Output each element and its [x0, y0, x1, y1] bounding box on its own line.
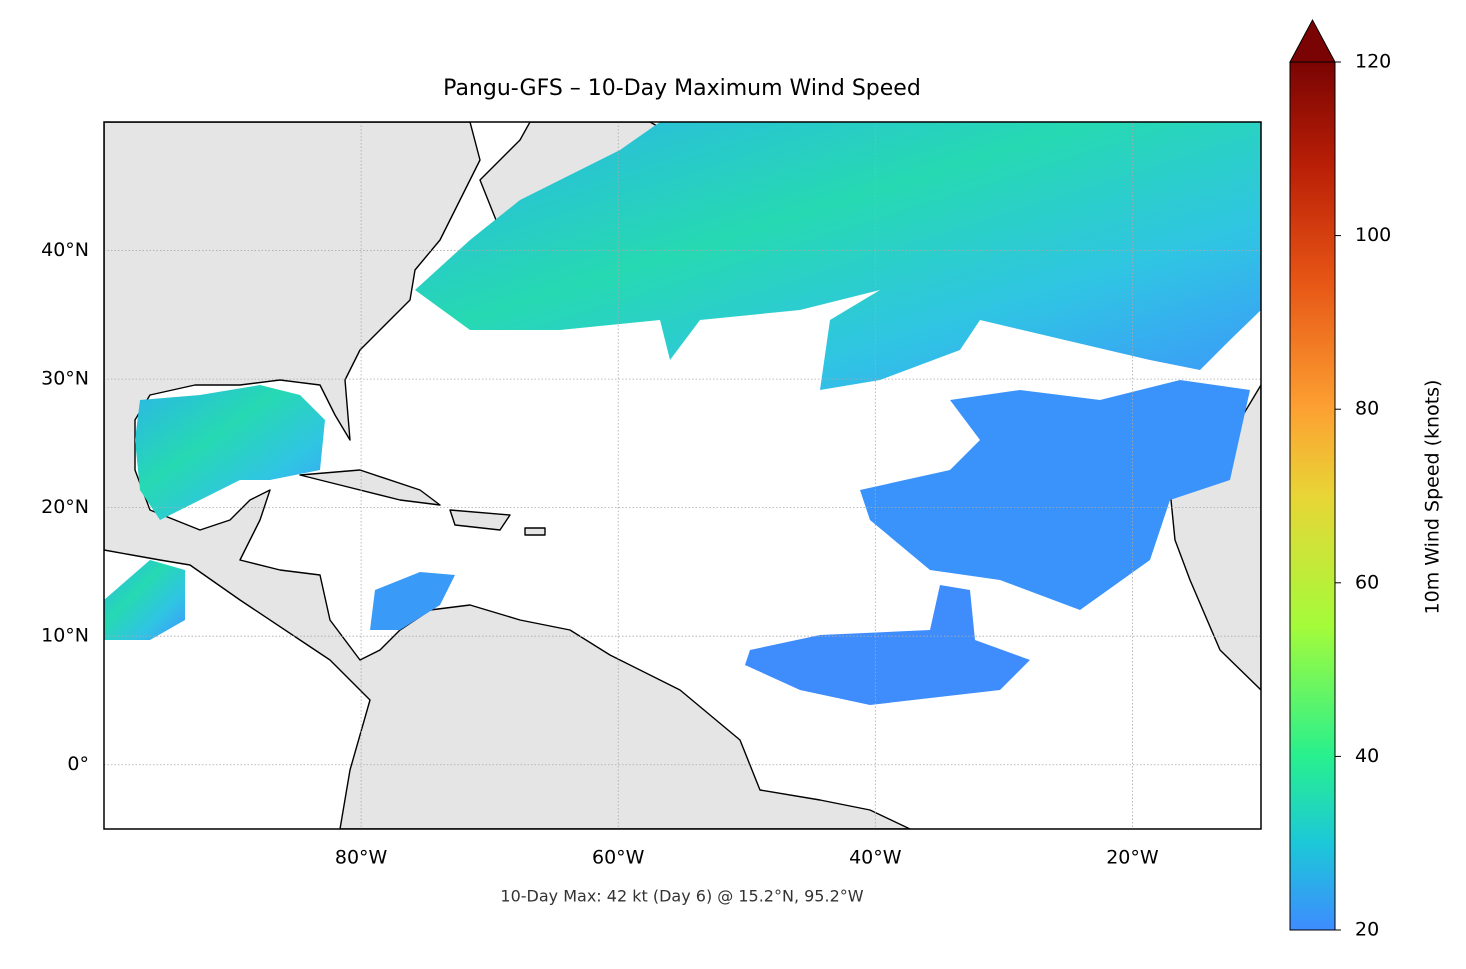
- x-tick-label: 80°W: [335, 847, 388, 869]
- americas: [104, 122, 911, 829]
- wind-field: [745, 585, 1030, 705]
- colorbar-tick-label: 20: [1355, 919, 1379, 941]
- y-tick-label: 40°N: [41, 239, 89, 261]
- cuba: [299, 469, 441, 506]
- colorbar-label: 10m Wind Speed (knots): [1422, 380, 1444, 615]
- footnote: 10-Day Max: 42 kt (Day 6) @ 15.2°N, 95.2…: [500, 887, 863, 906]
- colorbar: [1290, 62, 1335, 930]
- x-tick-label: 20°W: [1106, 847, 1159, 869]
- grid: [104, 122, 1261, 829]
- hispaniola: [449, 509, 511, 531]
- wind-field: [104, 560, 185, 640]
- colorbar-tick-label: 80: [1355, 398, 1379, 420]
- chart-title: Pangu-GFS – 10-Day Maximum Wind Speed: [443, 76, 921, 101]
- wind-field: [370, 572, 455, 630]
- colorbar-frame: [1289, 61, 1336, 931]
- colorbar-tick-label: 60: [1355, 571, 1379, 593]
- colorbar-tick-label: 100: [1355, 224, 1391, 246]
- wind-field: [135, 385, 325, 520]
- puerto-rico: [524, 527, 546, 536]
- y-tick-label: 30°N: [41, 368, 89, 390]
- x-tick-label: 40°W: [849, 847, 902, 869]
- map: [104, 122, 1261, 829]
- y-tick-label: 20°N: [41, 496, 89, 518]
- x-tick-label: 60°W: [592, 847, 645, 869]
- y-tick-label: 10°N: [41, 625, 89, 647]
- colorbar-tick-label: 40: [1355, 745, 1379, 767]
- colorbar-extend: [1289, 18, 1336, 63]
- wind-field: [415, 122, 1261, 390]
- map-frame: [103, 121, 1262, 830]
- colorbar-tick-label: 120: [1355, 51, 1391, 73]
- y-tick-label: 0°: [67, 753, 89, 775]
- wind-field: [860, 380, 1250, 610]
